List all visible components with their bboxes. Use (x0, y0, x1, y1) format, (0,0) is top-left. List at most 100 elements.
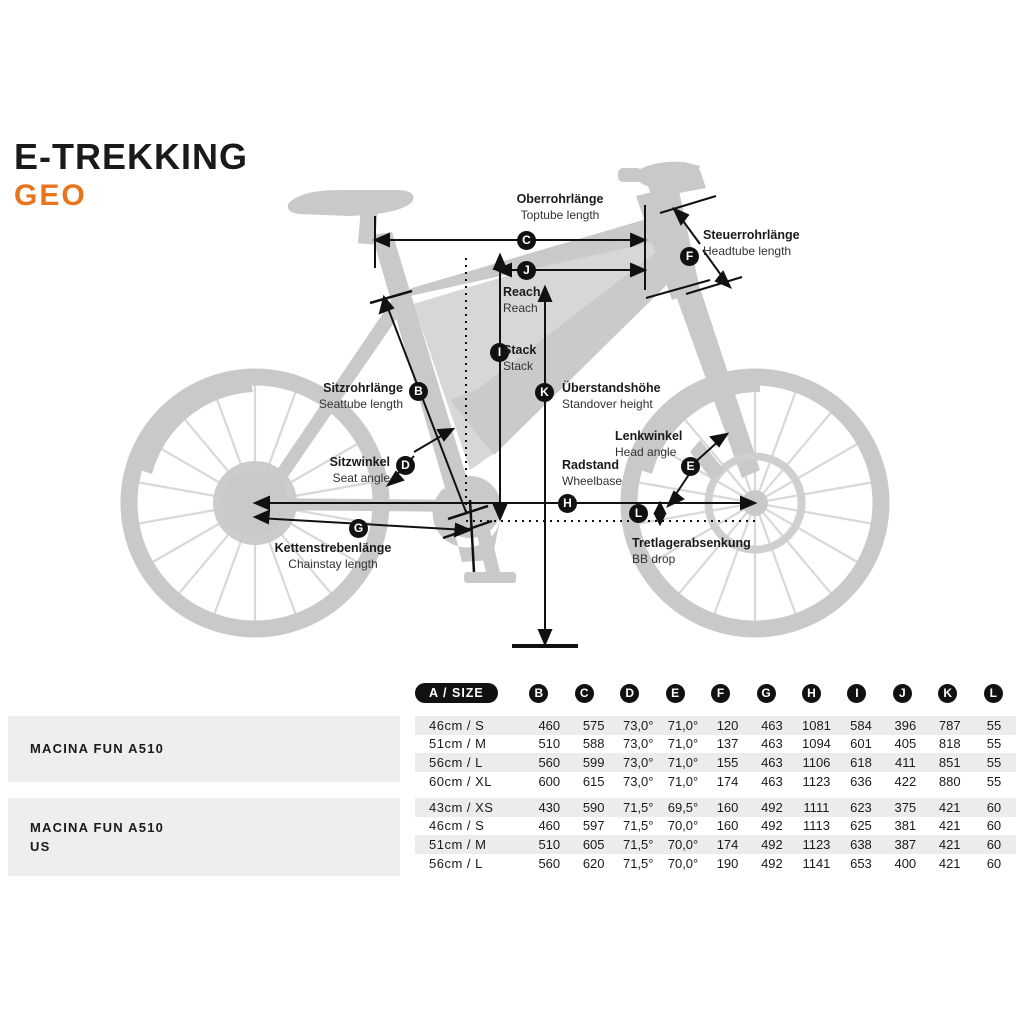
cell-K: 421 (927, 798, 972, 817)
header-cell-I: I (834, 676, 879, 710)
cell-D: 71,5° (622, 818, 654, 834)
model-panel-1: MACINA FUN A510 (8, 716, 400, 782)
cell-H: 1111 (794, 798, 839, 817)
cell-E: 70,0° (667, 818, 699, 834)
cell-L: 60 (986, 855, 1002, 871)
cell-D: 73,0° (615, 716, 661, 735)
model-name-suffix: US (30, 839, 51, 854)
header-badge-D: D (620, 683, 640, 703)
table-row: 46cm / S 460 597 71,5° 70,0° 160 492 1113 625 381… (415, 817, 1016, 836)
cell-E: 71,0° (667, 773, 699, 789)
header-cell-F: F (698, 676, 743, 710)
header-badge-G: G (756, 683, 776, 703)
cell-F: 137 (716, 736, 739, 752)
cell-K: 818 (938, 736, 961, 752)
cell-H: 1081 (794, 716, 839, 735)
page-title: E-TREKKING GEO (14, 138, 248, 211)
header-cell-G: G (743, 676, 788, 710)
spec-table-header: A / SIZE B C D E F G H I J K L (415, 676, 1016, 710)
cell-L: 55 (986, 736, 1002, 752)
cell-F: 174 (705, 835, 750, 854)
cell-D: 71,5° (622, 855, 654, 871)
reference-guides (465, 258, 756, 522)
cell-I: 623 (838, 798, 884, 817)
cell-I: 636 (850, 773, 872, 789)
header-cell-J: J (880, 676, 925, 710)
header-cell-E: E (652, 676, 697, 710)
cell-K: 880 (938, 773, 961, 789)
cell-D: 73,0° (615, 753, 661, 772)
table-row: 46cm / S 460 575 73,0° 71,0° 120 463 1081 584 396… (415, 716, 1016, 735)
title-sub: GEO (14, 178, 87, 212)
cell-D: 73,0° (622, 773, 654, 789)
badge-B: B (409, 382, 428, 401)
cell-J: 400 (894, 855, 917, 871)
cell-B: 430 (527, 798, 572, 817)
table-row: 43cm / XS 430 590 71,5° 69,5° 160 492 1111 623 37… (415, 798, 1016, 817)
label-wheelbase: Radstand Wheelbase (562, 458, 623, 488)
cell-I: 618 (838, 753, 884, 772)
cell-C: 597 (582, 818, 605, 834)
cell-D: 73,0° (622, 736, 654, 752)
header-badge-H: H (801, 683, 821, 703)
cell-B: 510 (538, 736, 561, 752)
cell-K: 421 (938, 855, 961, 871)
badge-J: J (517, 261, 536, 280)
label-reach: Reach Reach (503, 285, 541, 315)
cell-E: 71,0° (667, 736, 699, 752)
cell-size: 43cm / XS (415, 798, 528, 817)
cell-size: 56cm / L (429, 855, 483, 871)
cell-B: 460 (527, 716, 572, 735)
cell-J: 405 (894, 736, 917, 752)
cell-C: 605 (571, 835, 616, 854)
cell-C: 588 (582, 736, 605, 752)
table-row: 60cm / XL 600 615 73,0° 71,0° 174 463 1123 636 42… (415, 772, 1016, 791)
cell-C: 599 (571, 753, 616, 772)
cell-I: 653 (850, 855, 872, 871)
model-name: MACINA FUN A510 (30, 741, 165, 757)
header-cell-B: B (516, 676, 561, 710)
cell-I: 625 (850, 818, 872, 834)
header-badge-B: B (529, 683, 549, 703)
cell-C: 575 (571, 716, 616, 735)
cell-H: 1123 (802, 773, 831, 789)
cell-size: 46cm / S (429, 818, 485, 834)
cell-I: 601 (850, 736, 872, 752)
geometry-diagram: C J I K B D F E H G L Oberrohrlänge Topt… (120, 161, 890, 648)
cell-size: 56cm / L (415, 753, 528, 772)
cell-J: 375 (883, 798, 928, 817)
badge-E: E (681, 457, 700, 476)
cell-E: 71,0° (660, 716, 706, 735)
cell-L: 55 (971, 716, 1016, 735)
cell-G: 463 (749, 716, 795, 735)
cell-G: 492 (749, 798, 795, 817)
cell-F: 160 (705, 798, 750, 817)
badge-G: G (349, 519, 368, 538)
badge-L: L (629, 504, 648, 523)
label-chainstay: Kettenstrebenlänge Chainstay length (274, 541, 392, 571)
label-standover: Überstandshöhe Standover height (562, 381, 661, 411)
cell-C: 590 (571, 798, 616, 817)
cell-C: 615 (582, 773, 605, 789)
title-main: E-TREKKING (14, 136, 248, 177)
cell-B: 460 (538, 818, 561, 834)
cell-H: 1094 (801, 736, 831, 752)
model-name: MACINA FUN A510 (30, 819, 165, 835)
cell-I: 638 (838, 835, 884, 854)
cell-F: 155 (705, 753, 750, 772)
badge-D: D (396, 456, 415, 475)
cell-H: 1106 (794, 753, 839, 772)
cell-B: 600 (538, 773, 561, 789)
cell-J: 411 (883, 753, 928, 772)
cell-L: 55 (971, 753, 1016, 772)
label-stack: Stack Stack (503, 343, 537, 373)
badge-H: H (558, 494, 577, 513)
cell-F: 190 (716, 855, 739, 871)
label-seatangle: Sitzwinkel Seat angle (329, 455, 390, 485)
cell-L: 60 (971, 835, 1016, 854)
model-panel-2: MACINA FUN A510 US (8, 798, 400, 876)
table-row: 56cm / L 560 620 71,5° 70,0° 190 492 1141 653 400… (415, 854, 1016, 873)
cell-B: 510 (527, 835, 572, 854)
table-row: 51cm / M 510 605 71,5° 70,0° 174 492 1123 638 387… (415, 835, 1016, 854)
cell-K: 421 (938, 818, 961, 834)
